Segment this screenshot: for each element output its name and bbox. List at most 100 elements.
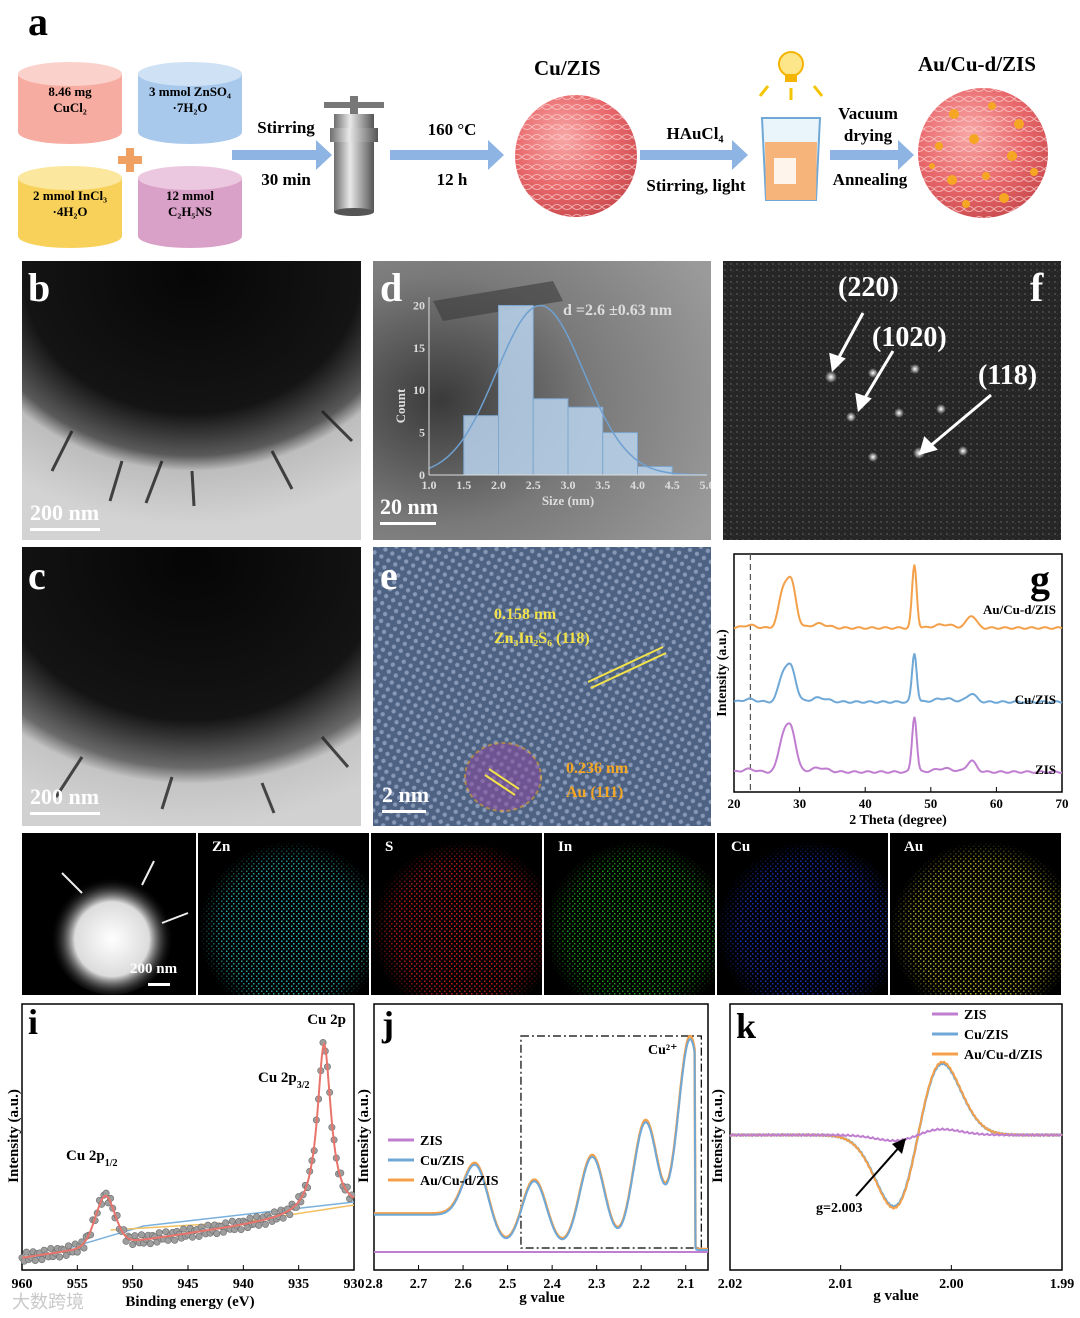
- hist-xtick-4: 3.0: [561, 478, 576, 492]
- arrow-1: [232, 140, 332, 170]
- eprj-ylabel: Intensity (a.u.): [356, 1089, 372, 1183]
- eds-map-cu: Cu: [717, 833, 888, 995]
- eprj-xtick-7: 2.1: [677, 1277, 695, 1292]
- panel-f-fft-image: [723, 261, 1061, 540]
- arrow-3: [640, 140, 748, 170]
- step4-bottom: Annealing: [832, 170, 908, 189]
- panel-c-scale-text: 200 nm: [30, 784, 100, 809]
- xrd-series-1: [733, 653, 1063, 704]
- panel-j-epr-chart: 2.8 2.7 2.6 2.5 2.4 2.3 2.2 2.1 g value Intensity…: [356, 1003, 709, 1306]
- xps-point: [195, 1232, 203, 1240]
- hist-ylabel: Count: [393, 388, 408, 423]
- panel-k-epr-chart: 2.02 2.01 2.00 1.99 g value Intensity (a.u.) k…: [710, 1003, 1074, 1304]
- xps-xtick-3: 945: [178, 1277, 199, 1292]
- panel-e-scale-text: 2 nm: [382, 782, 430, 807]
- watermark: 大数跨境: [12, 1292, 84, 1313]
- eprj-legend-label-2: Au/Cu-d/ZIS: [420, 1174, 499, 1189]
- reagent-cucl2-amount: 8.46 mg: [48, 84, 92, 99]
- panel-c-label: c: [28, 553, 46, 598]
- panel-d-histogram: 1.0 1.5 2.0 2.5 3.0 3.5 4.0 4.5 5.0 0 5 10 15 20 Size …: [393, 297, 712, 508]
- eprk-xlabel: g value: [873, 1288, 919, 1304]
- eprk-xtick-2: 2.00: [939, 1277, 964, 1292]
- xps-point: [80, 1244, 88, 1252]
- eds-map-s: S: [371, 833, 542, 995]
- xps-point: [171, 1236, 179, 1244]
- xrd-ylabel: Intensity (a.u.): [715, 629, 730, 717]
- panel-g-label: g: [1030, 557, 1050, 602]
- xps-point: [64, 1242, 72, 1250]
- hist-bar-1: [498, 304, 534, 476]
- reagent-taa-amount: 12 mmol: [165, 188, 215, 203]
- xrd-xtick-0: 20: [728, 796, 741, 811]
- xrd-xtick-2: 40: [859, 796, 872, 811]
- eprj-xtick-1: 2.7: [410, 1277, 428, 1292]
- panel-e-hrtem-image: [373, 547, 711, 826]
- panel-e-phase1: Zn₃In₂S₆ (118): [494, 630, 590, 647]
- panel-e-lattice2: 0.236 nm: [566, 760, 629, 777]
- arrow-2: [390, 140, 504, 170]
- beaker-lightbulb-icon: [758, 51, 824, 201]
- step1-top: Stirring: [257, 118, 315, 137]
- xrd-frame: [733, 553, 1063, 793]
- reagent-taa-formula: C₂H₅NS: [168, 204, 212, 220]
- hist-ytick-3: 15: [413, 341, 425, 355]
- hist-xtick-8: 5.0: [700, 478, 712, 492]
- xrd-xtick-1: 30: [793, 796, 806, 811]
- eds-map-label-s: S: [385, 839, 394, 855]
- reagent-znso4-amount: 3 mmol ZnSO₄: [149, 84, 231, 99]
- panel-h-label: h: [30, 829, 53, 874]
- xps-point: [237, 1226, 245, 1234]
- xps-point: [180, 1225, 188, 1233]
- xps-xtick-6: 930: [344, 1277, 365, 1292]
- eprj-xtick-3: 2.5: [499, 1277, 516, 1292]
- panel-b-tem-image: [22, 261, 361, 540]
- panel-c-scale-bar: [30, 812, 100, 815]
- xps-point: [286, 1211, 294, 1219]
- eprk-ylabel: Intensity (a.u.): [710, 1089, 726, 1183]
- panel-i-xps-chart: 960 955 950 945 940 935 930 Binding energy (eV)…: [6, 1002, 365, 1310]
- eprj-annotation: Cu²⁺: [648, 1043, 677, 1058]
- panel-f-spot3: (118): [978, 360, 1038, 391]
- xrd-xtick-3: 50: [924, 796, 937, 811]
- xps-point: [270, 1208, 278, 1216]
- hist-xtick-6: 4.0: [630, 478, 645, 492]
- hist-xtick-5: 3.5: [595, 478, 610, 492]
- panel-f-spot2: (1020): [872, 322, 947, 353]
- eprj-xtick-0: 2.8: [365, 1277, 383, 1292]
- eprj-series-cu-zis: [374, 1038, 708, 1251]
- xrd-label-1: Cu/ZIS: [1015, 692, 1056, 707]
- hist-bar-0: [463, 415, 499, 476]
- xrd-xtick-4: 60: [990, 796, 1003, 811]
- xps-point: [31, 1257, 39, 1265]
- xrd-xlabel: 2 Theta (degree): [849, 813, 947, 828]
- eds-map-au: Au: [890, 833, 1061, 995]
- xps-point: [146, 1240, 154, 1248]
- xps-point: [246, 1214, 254, 1222]
- xps-peak-label-2: Cu 2p3/2: [258, 1070, 310, 1091]
- xps-xtick-2: 950: [122, 1277, 143, 1292]
- panel-e-phase2: Au (111): [566, 784, 624, 801]
- eprk-annotation: g=2.003: [816, 1201, 862, 1216]
- panel-h-scale-bar: [148, 983, 170, 986]
- eds-map-label-zn: Zn: [212, 839, 231, 855]
- eprk-xtick-1: 2.01: [828, 1277, 853, 1292]
- xps-point: [56, 1253, 64, 1261]
- hist-bar-5: [637, 466, 673, 476]
- step1-bottom: 30 min: [261, 170, 311, 189]
- panel-j-label: j: [381, 1004, 394, 1044]
- xps-ylabel: Intensity (a.u.): [6, 1089, 22, 1183]
- eprj-frame: [373, 1003, 709, 1271]
- hist-title: d =2.6 ±0.63 nm: [563, 302, 673, 319]
- reagent-cucl2: 8.46 mg CuCl₂: [18, 62, 122, 146]
- panel-d-scale-bar: [380, 522, 436, 525]
- xps-fit: [21, 1041, 355, 1259]
- xps-peak-label-1: Cu 2p1/2: [66, 1148, 118, 1169]
- panel-h-haadf-image: 200 nm: [22, 833, 196, 995]
- eprj-xtick-6: 2.2: [632, 1277, 650, 1292]
- eds-map-label-au: Au: [904, 839, 924, 855]
- eds-map-in: In: [544, 833, 715, 995]
- reagent-incl3: 2 mmol InCl₃ ·4H₂O: [18, 166, 122, 250]
- eprk-frame: [729, 1003, 1063, 1271]
- eprj-legend-label-1: Cu/ZIS: [420, 1154, 465, 1169]
- xps-xtick-1: 955: [67, 1277, 88, 1292]
